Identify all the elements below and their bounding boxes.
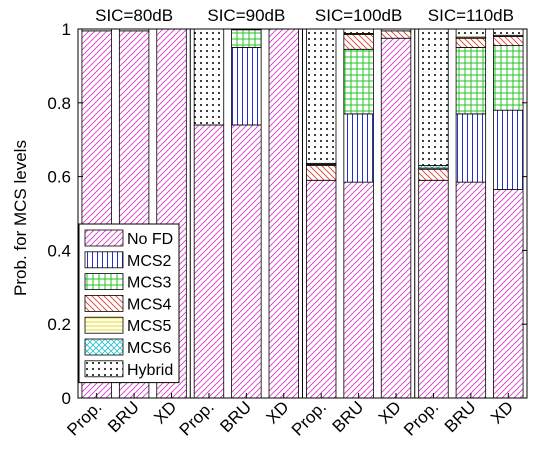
bar-no-fd-10 [418,179,449,399]
group-label: SIC=80dB [95,6,173,25]
bar-no-fd-5 [231,124,262,399]
bar-mcs4-12 [493,35,524,47]
bar-no-fd-4 [193,124,225,399]
plot-frame [77,28,528,399]
bar-mcs2-5 [231,47,262,126]
group-label: SIC=100dB [315,6,402,25]
y-tick-label: 0.6 [47,168,71,187]
legend-label-no-fd: No FD [127,231,173,248]
bar-no-fd-6 [268,28,299,399]
bar-mcs3-12 [493,45,524,111]
bar-hybrid-12 [493,28,524,36]
bar-no-fd-7 [306,179,337,399]
legend-label-mcs3: MCS3 [127,275,172,292]
legend-label-mcs6: MCS6 [127,340,172,357]
y-axis-label: Prob. for MCS levels [11,140,30,296]
legend-swatch-mcs4 [84,294,124,312]
bar-hybrid-11 [455,28,487,38]
legend-label-hybrid: Hybrid [127,362,173,379]
x-tick-label: XD [150,397,180,427]
bar-no-fd-11 [455,181,487,399]
x-tick-label: XD [487,397,517,427]
bar-mcs3-11 [455,47,487,115]
bar-no-fd-9 [380,37,412,399]
x-tick-label: BRU [329,397,368,436]
bar-mcs4-7 [306,165,337,181]
legend: No FD MCS2 MCS3 MCS4 MCS5 MCS6 Hybrid [78,223,180,384]
bar-hybrid-8 [343,28,374,34]
bar-mcs2-12 [493,109,524,190]
bar-mcs2-11 [455,113,487,183]
x-tick-label: BRU [104,397,143,436]
x-tick-label: BRU [216,397,255,436]
y-tick-label: 0.8 [47,94,71,113]
bar-no-fd-12 [493,189,524,399]
bar-hybrid-4 [193,28,225,126]
group-labels: SIC=80dB SIC=90dB SIC=100dB SIC=110dB [95,6,514,25]
bar-hybrid-10 [418,28,449,166]
bar-mcs4-11 [455,37,487,48]
x-tick-label: Prop. [400,397,442,439]
y-tick-label: 1 [62,20,71,39]
bar-mcs4-9 [380,30,412,39]
bar-hybrid-7 [306,28,337,164]
bar-no-fd-8 [343,181,374,399]
bar-mcs3-5 [231,29,262,48]
legend-swatch-mcs6 [84,338,124,356]
bar-mcs3-8 [343,48,374,115]
y-tick-label: 0.4 [47,241,71,260]
legend-swatch-no-fd [84,229,124,247]
x-tick-label: BRU [441,397,480,436]
group-label: SIC=90dB [207,6,285,25]
legend-swatch-mcs2 [84,251,124,269]
x-tick-label: XD [262,397,292,427]
x-tick-label: Prop. [176,397,218,439]
x-tick-label: XD [375,397,405,427]
bar-mcs4-10 [418,168,449,181]
group-label: SIC=110dB [428,6,514,25]
bar-mcs2-8 [343,113,374,183]
legend-label-mcs5: MCS5 [127,318,172,335]
legend-label-mcs4: MCS4 [127,296,172,313]
y-tick-label: 0.2 [47,315,71,334]
legend-swatch-mcs5 [84,316,124,334]
y-tick-label: 0 [62,389,71,408]
legend-swatch-hybrid [84,360,124,378]
legend-label-mcs2: MCS2 [127,253,172,270]
x-tick-label: Prop. [288,397,330,439]
legend-swatch-mcs3 [84,273,124,291]
bar-mcs4-8 [343,34,374,50]
